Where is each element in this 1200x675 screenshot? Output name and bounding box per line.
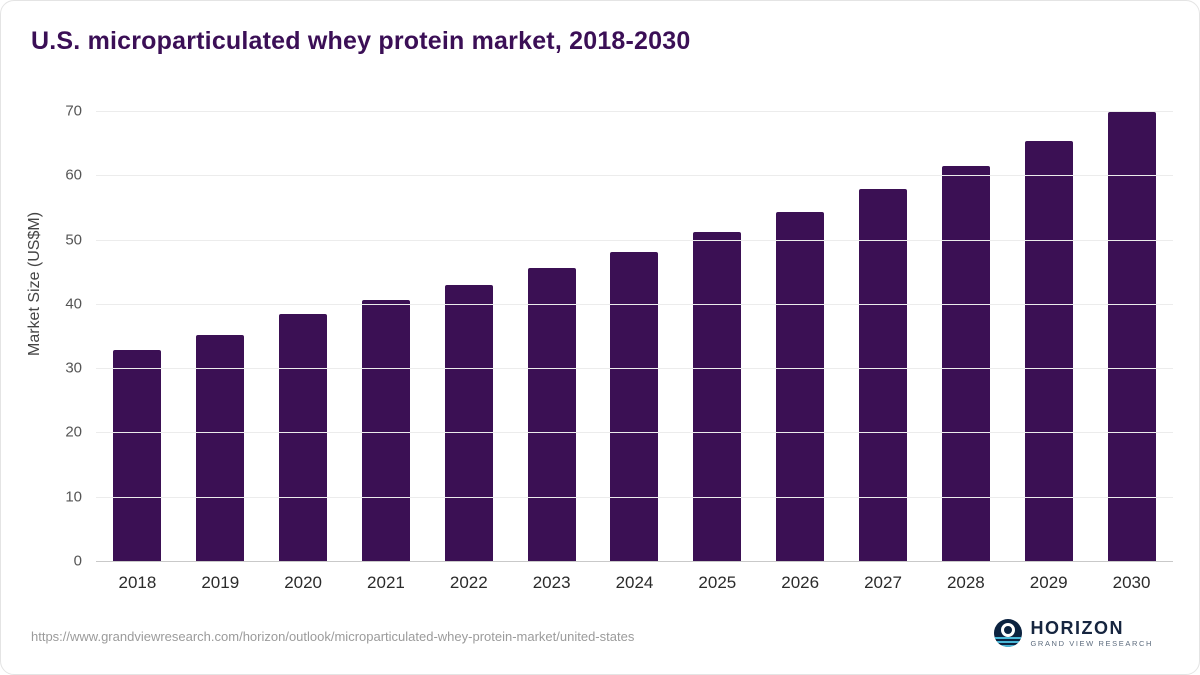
logo-water-stripes	[993, 637, 1022, 648]
y-tick-label: 60	[65, 166, 82, 184]
x-tick-label: 2030	[1112, 573, 1151, 592]
gridline	[96, 432, 1173, 434]
bar-column	[924, 111, 1007, 561]
x-tick-label: 2020	[284, 573, 323, 592]
bar	[859, 189, 908, 561]
bar	[776, 211, 825, 561]
x-tick-label: 2026	[781, 573, 820, 592]
bar	[1107, 112, 1156, 561]
bar	[196, 334, 245, 561]
x-tick-label: 2023	[532, 573, 571, 592]
y-tick-label: 20	[65, 423, 82, 441]
chart-title: U.S. microparticulated whey protein mark…	[31, 27, 691, 55]
x-tick-label: 2019	[201, 573, 240, 592]
bar	[361, 300, 410, 561]
bar	[527, 267, 576, 561]
x-axis: 2018 2019 2020 2021 2022 2023 2024 2025 2026 2027…	[96, 573, 1173, 593]
bar	[941, 165, 990, 561]
bar-column	[262, 111, 345, 561]
bar-column	[759, 111, 842, 561]
bar-column	[842, 111, 925, 561]
bar-column	[1007, 111, 1090, 561]
bar-column	[427, 111, 510, 561]
x-tick-label: 2028	[946, 573, 985, 592]
bar-column	[179, 111, 262, 561]
x-tick-label: 2027	[864, 573, 902, 592]
y-tick-label: 40	[65, 295, 82, 313]
y-tick-label: 30	[65, 359, 82, 377]
horizon-logo: HORIZON GRAND VIEW RESEARCH	[993, 619, 1154, 648]
gridline	[96, 368, 1173, 370]
x-tick-label: 2025	[698, 573, 737, 592]
bar-column	[510, 111, 593, 561]
y-tick-label: 50	[65, 231, 82, 249]
source-url: https://www.grandviewresearch.com/horizo…	[31, 629, 635, 644]
bar-column	[676, 111, 759, 561]
x-tick-label: 2021	[367, 573, 405, 592]
bar-chart-plot-area: 0 10 20 30 40 50 60 70	[65, 103, 1173, 570]
bar-column	[1090, 111, 1173, 561]
bar	[444, 285, 493, 561]
gridline	[96, 239, 1173, 241]
bars-container	[96, 111, 1173, 561]
gridline	[96, 496, 1173, 498]
y-axis-title: Market Size (US$M)	[26, 211, 43, 356]
x-tick-label: 2024	[615, 573, 654, 592]
y-tick-label: 0	[73, 552, 82, 570]
logo-name: HORIZON	[1030, 618, 1124, 638]
x-tick-label: 2018	[118, 573, 157, 592]
bar	[113, 350, 162, 561]
gridline	[96, 303, 1173, 305]
bar-column	[96, 111, 179, 561]
horizon-circle-icon	[993, 619, 1022, 648]
bar-column	[345, 111, 428, 561]
logo-subtext: GRAND VIEW RESEARCH	[1030, 638, 1153, 648]
x-tick-label: 2022	[449, 573, 488, 592]
gridline	[96, 561, 1173, 562]
gridline	[96, 175, 1173, 177]
y-tick-label: 70	[65, 102, 82, 120]
bar	[1024, 140, 1073, 561]
bar	[279, 314, 328, 561]
x-tick-label: 2029	[1029, 573, 1068, 592]
bar	[693, 231, 742, 561]
gridline	[96, 111, 1173, 112]
logo-ring-shape	[1000, 623, 1015, 638]
y-tick-label: 10	[65, 488, 82, 506]
bar	[610, 251, 659, 561]
bar-column	[593, 111, 676, 561]
logo-text-block: HORIZON GRAND VIEW RESEARCH	[1031, 619, 1154, 648]
